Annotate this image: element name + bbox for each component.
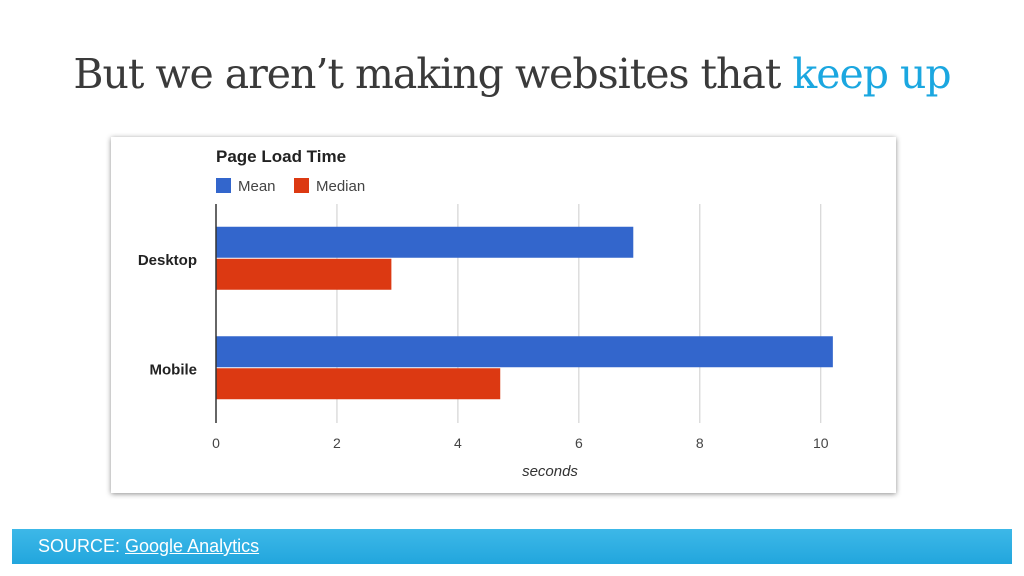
source-text: SOURCE: Google Analytics	[38, 536, 259, 557]
page-load-time-chart: Page Load Time Mean Median DesktopMobile …	[138, 147, 833, 480]
slide-title-highlight: keep up	[792, 50, 951, 98]
category-label-mobile: Mobile	[150, 361, 198, 378]
x-tick-label: 4	[454, 435, 462, 451]
category-label-desktop: Desktop	[138, 252, 197, 269]
bar-desktop-median	[216, 258, 392, 290]
legend-swatch-median	[294, 178, 309, 193]
x-tick-label: 8	[696, 435, 704, 451]
x-axis-title: seconds	[522, 463, 578, 480]
chart-card: Page Load Time Mean Median Desktop Mobile …	[111, 137, 896, 493]
bar-desktop-mean	[216, 226, 634, 258]
x-tick-label: 10	[813, 435, 829, 451]
legend-label-mean: Mean	[238, 178, 276, 195]
legend-swatch-mean	[216, 178, 231, 193]
bar-mobile-mean	[216, 336, 833, 368]
source-bar: SOURCE: Google Analytics	[12, 529, 1012, 564]
x-tick-label: 6	[575, 435, 583, 451]
slide-title-main: But we aren’t making websites that	[73, 50, 793, 98]
chart-title: Page Load Time	[216, 147, 346, 166]
legend-label-median: Median	[316, 178, 365, 195]
source-link[interactable]: Google Analytics	[125, 536, 260, 556]
chart-x-ticks: 0 2 4 6 8 10	[212, 435, 829, 451]
slide-title: But we aren’t making websites that keep …	[0, 50, 1024, 98]
x-tick-label: 0	[212, 435, 220, 451]
x-tick-label: 2	[333, 435, 341, 451]
chart-bars	[216, 226, 833, 400]
chart-category-labels: Desktop Mobile	[138, 252, 197, 379]
source-prefix: SOURCE:	[38, 536, 126, 556]
bar-mobile-median	[216, 368, 501, 400]
chart-legend: Mean Median	[216, 178, 365, 195]
